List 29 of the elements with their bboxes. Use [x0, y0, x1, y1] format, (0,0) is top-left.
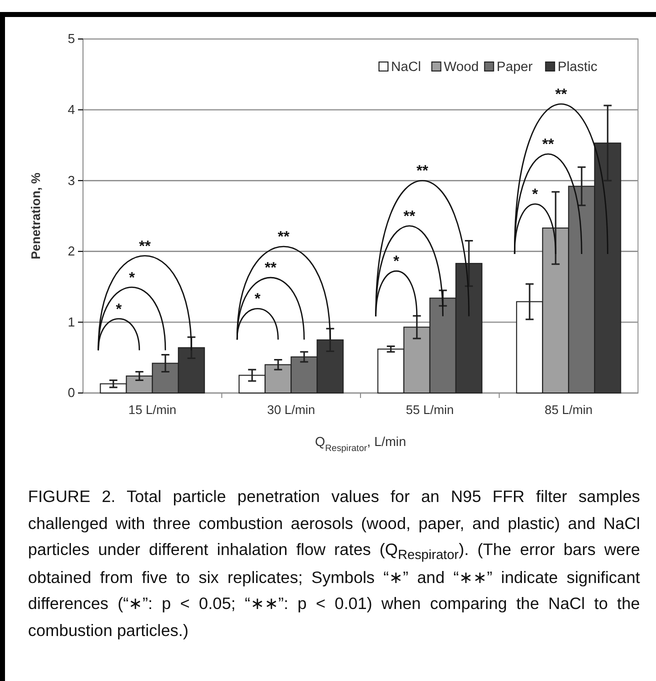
x-axis-title: Q$_{Respirator}$, L/min — [314, 434, 406, 453]
y-tick-label: 3 — [68, 172, 75, 188]
x-tick-label: 15 L/min — [128, 402, 176, 417]
annotation: * — [128, 269, 135, 286]
legend-label: Plastic — [558, 59, 598, 74]
annotation: ** — [278, 228, 290, 246]
x-tick-label: 55 L/min — [406, 402, 454, 417]
legend-label: NaCl — [391, 59, 422, 74]
annotation: * — [393, 253, 400, 270]
annotation: ** — [139, 238, 151, 255]
y-tick-label: 0 — [68, 385, 75, 400]
annotation: ** — [416, 162, 428, 180]
annotation: * — [532, 186, 538, 203]
annotation: ** — [542, 136, 554, 153]
annotation: ** — [404, 208, 416, 225]
y-tick-label: 1 — [68, 314, 75, 330]
y-tick-label: 4 — [68, 102, 75, 117]
caption: FIGURE 2. Total particle penetration values for an N95 FFR filter samples challenged with three combustion aerosols (wood, paper, and plastic) and NaCl particles under different inhalation flow rates (Q$_{Respirator}$). (The error bars were obtained from five to six replicates; Symbols “∗” and “∗∗” indicate significant differences (“∗”: p < 0.05; “∗∗”: p < 0.01) when comparing the NaCl to the combustion particles.) — [28, 487, 640, 642]
y-axis-title: Penetration, % — [29, 172, 43, 260]
x-tick-label: 30 L/min — [267, 402, 316, 417]
legend-label: Wood — [444, 59, 479, 74]
y-tick-label: 5 — [68, 31, 75, 46]
annotation: * — [116, 300, 122, 318]
y-tick-label: 2 — [68, 244, 75, 259]
x-tick-label: 85 L/min — [544, 402, 593, 417]
legend-label: Paper — [496, 59, 534, 74]
annotation: ** — [264, 260, 277, 277]
annotation: ** — [555, 86, 568, 103]
annotation: * — [254, 290, 261, 308]
